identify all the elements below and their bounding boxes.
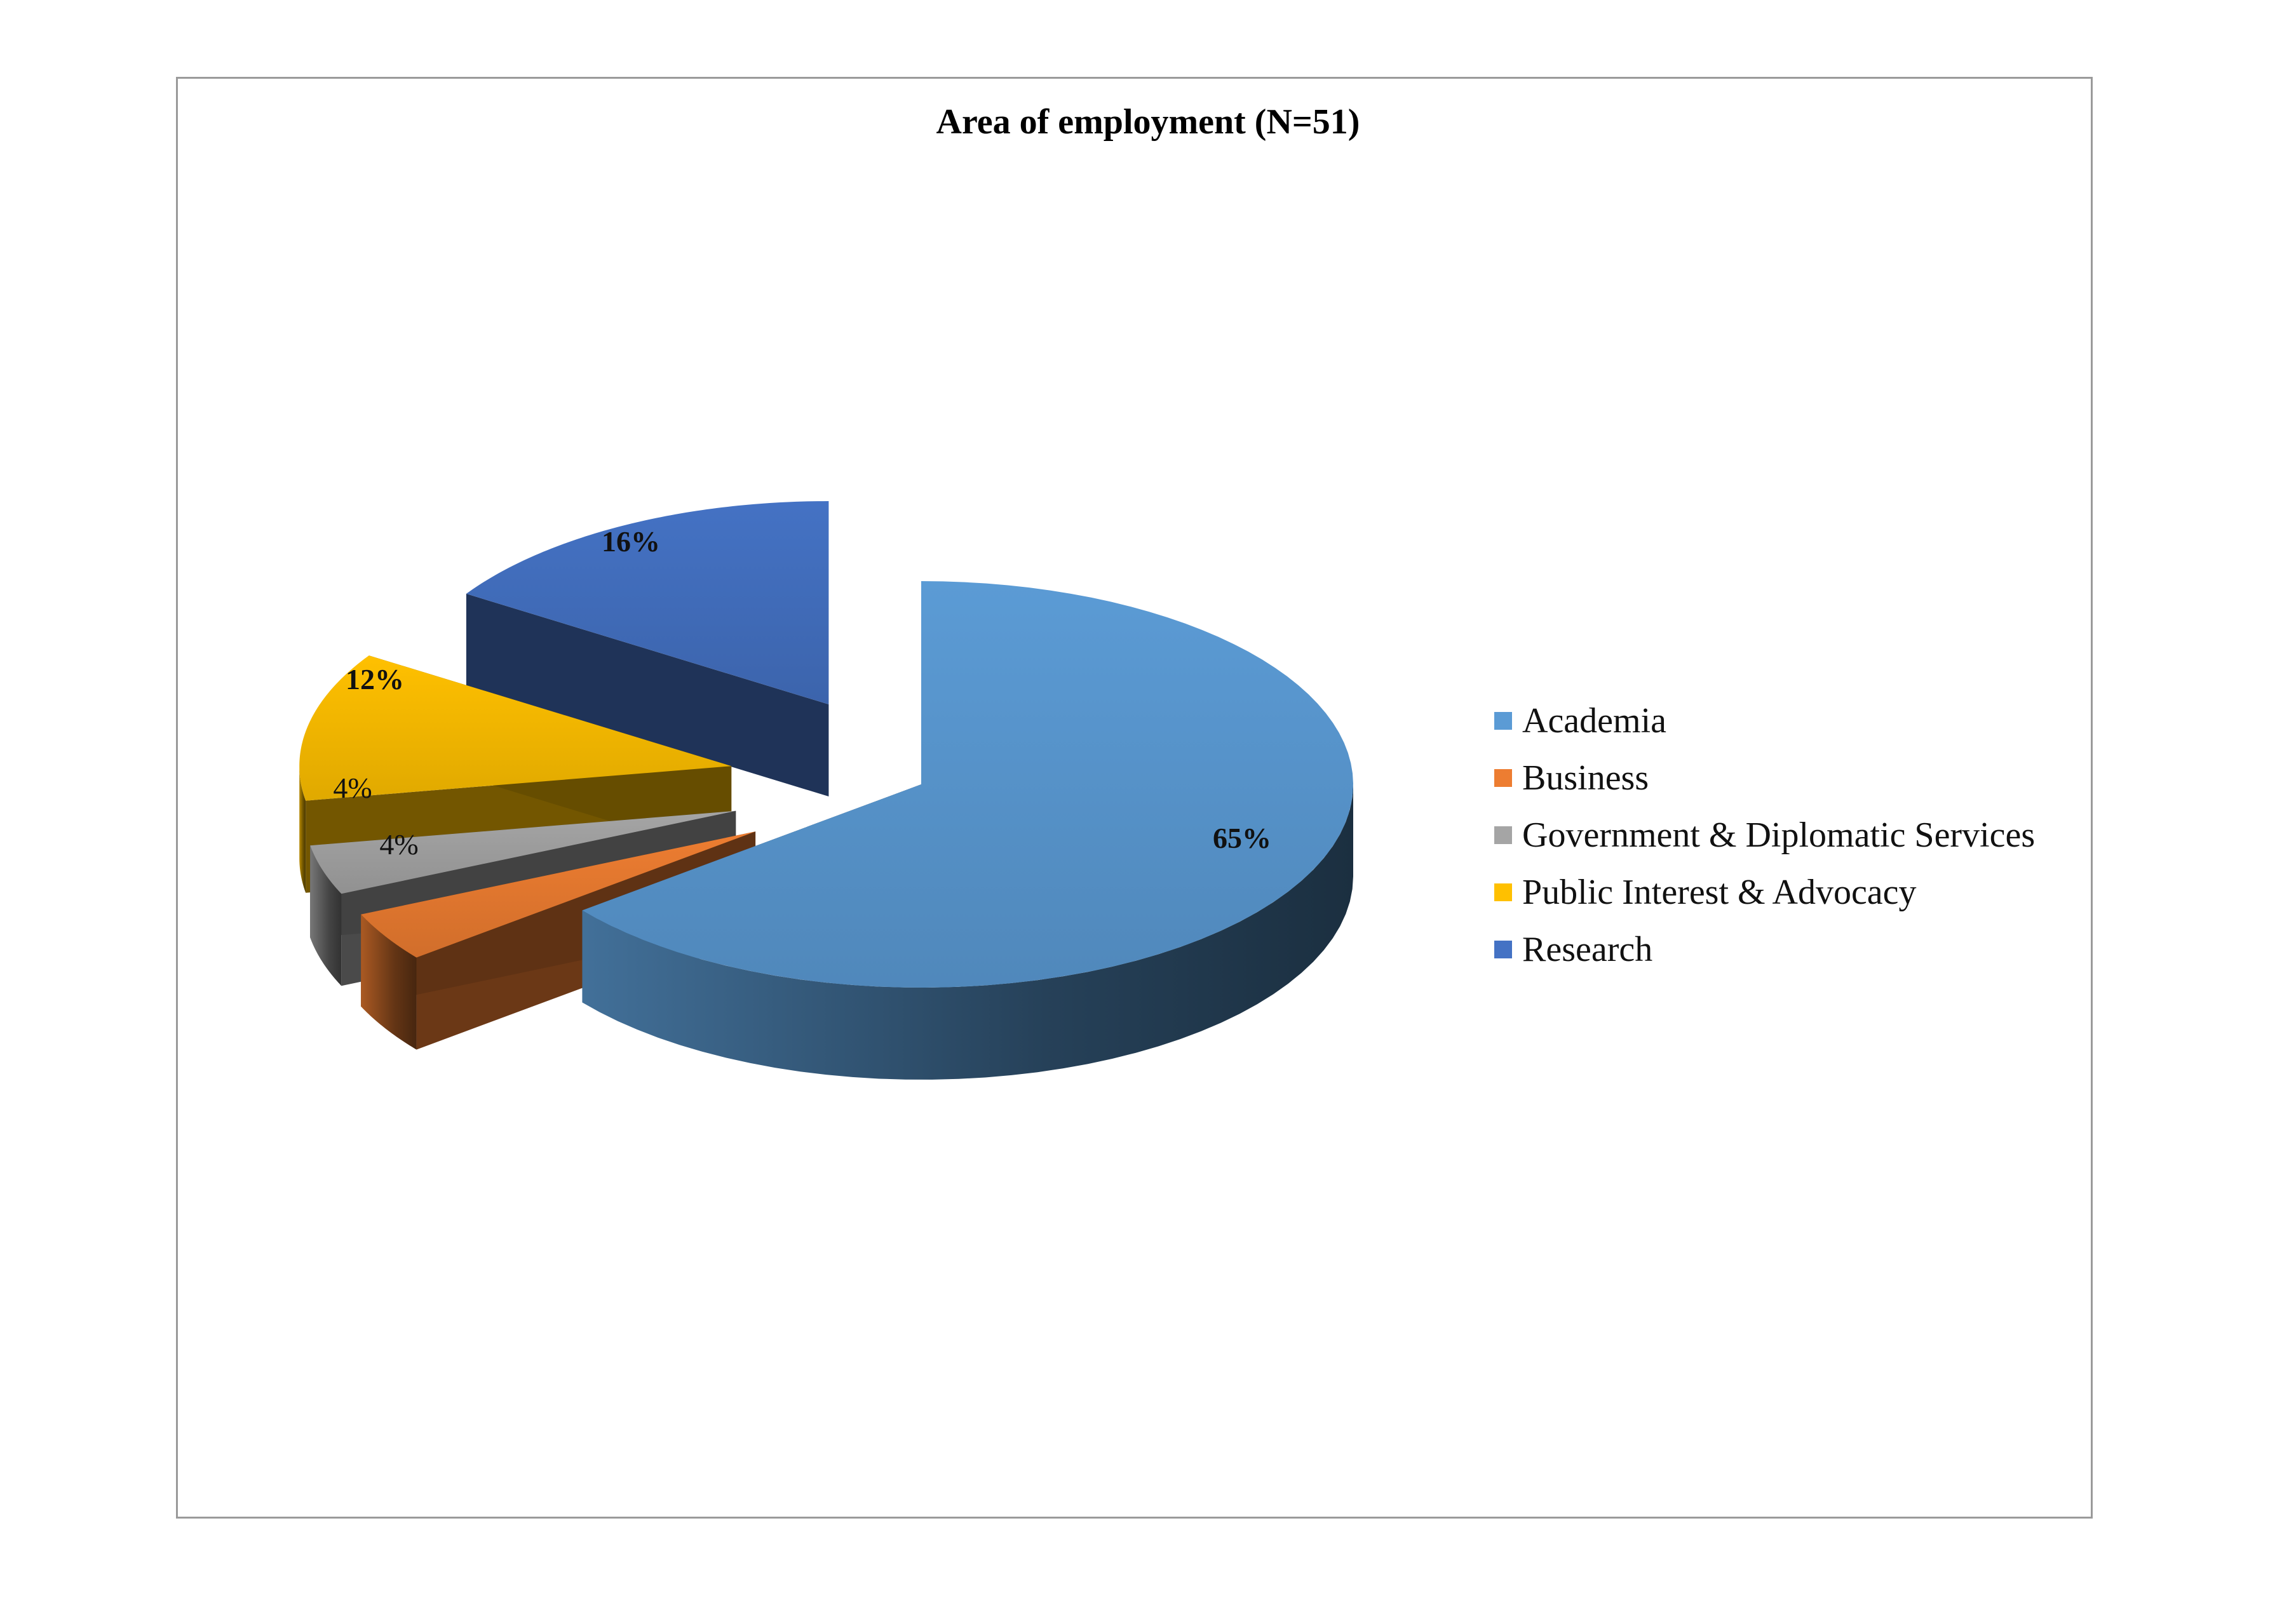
- legend-label: Research: [1522, 930, 1653, 969]
- legend-label: Business: [1522, 758, 1649, 798]
- data-label-2: 4%: [333, 772, 372, 804]
- legend-label: Public Interest & Advocacy: [1522, 873, 1917, 912]
- pie-slice-research: [466, 501, 829, 797]
- legend-label: Government & Diplomatic Services: [1522, 815, 2036, 855]
- legend-item-0: Academia: [1494, 692, 2035, 749]
- pie-slice-academia: [582, 581, 1354, 1080]
- legend-swatch: [1494, 826, 1512, 844]
- data-label-0: 65%: [1213, 822, 1271, 854]
- data-label-4: 16%: [602, 525, 660, 558]
- legend-swatch: [1494, 769, 1512, 787]
- legend: Academia Business Government & Diplomatic …: [1494, 692, 2035, 978]
- legend-label: Academia: [1522, 701, 1666, 741]
- legend-swatch: [1494, 883, 1512, 901]
- legend-item-3: Public Interest & Advocacy: [1494, 864, 2035, 921]
- data-label-3: 12%: [346, 663, 404, 695]
- legend-item-4: Research: [1494, 921, 2035, 978]
- data-label-1: 4%: [379, 828, 418, 861]
- legend-item-2: Government & Diplomatic Services: [1494, 807, 2035, 864]
- legend-swatch: [1494, 712, 1512, 730]
- chart-title: Area of employment (N=51): [936, 102, 1360, 142]
- legend-swatch: [1494, 941, 1512, 958]
- legend-item-1: Business: [1494, 749, 2035, 807]
